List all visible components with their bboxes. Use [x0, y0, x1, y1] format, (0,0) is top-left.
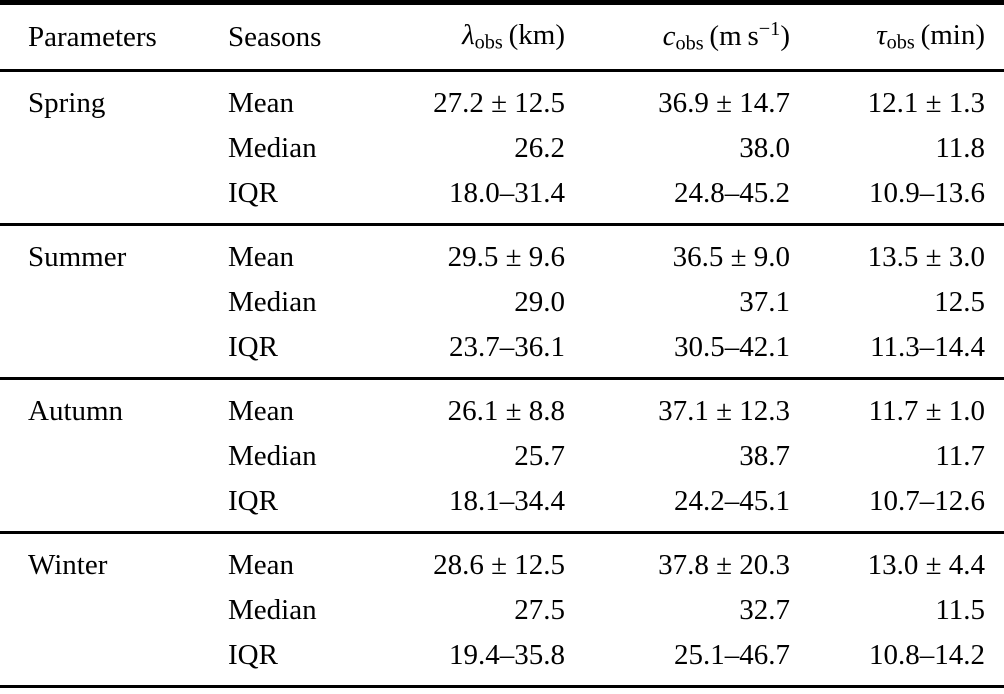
- season-label: Autumn: [28, 395, 124, 427]
- lambda-value: 29.5 ± 9.6: [447, 241, 565, 273]
- stat-label: Median: [228, 132, 317, 164]
- stat-label: Median: [228, 440, 317, 472]
- table-row: IQR 18.1–34.4 24.2–45.1 10.7–12.6: [0, 479, 1004, 524]
- tau-value: 10.8–14.2: [869, 639, 985, 671]
- stat-label: Mean: [228, 549, 295, 581]
- c-unit-exponent: −1: [758, 18, 781, 41]
- c-value: 32.7: [739, 594, 790, 626]
- table-row: IQR 19.4–35.8 25.1–46.7 10.8–14.2: [0, 633, 1004, 678]
- tau-value: 11.7 ± 1.0: [868, 395, 985, 427]
- lambda-value: 29.0: [514, 286, 565, 318]
- table-row: Median 27.5 32.7 11.5: [0, 588, 1004, 633]
- c-value: 38.7: [739, 440, 790, 472]
- table-row: Median 25.7 38.7 11.7: [0, 434, 1004, 479]
- stat-label: IQR: [228, 639, 278, 671]
- group-divider-rule: [0, 531, 1004, 534]
- group-divider-rule: [0, 377, 1004, 380]
- tau-value: 13.0 ± 4.4: [867, 549, 985, 581]
- table-row: Autumn Mean 26.1 ± 8.8 37.1 ± 12.3 11.7 …: [0, 389, 1004, 434]
- season-label: Winter: [28, 549, 108, 581]
- c-value: 24.2–45.1: [674, 485, 790, 517]
- table-row: Spring Mean 27.2 ± 12.5 36.9 ± 14.7 12.1…: [0, 81, 1004, 126]
- tau-symbol: τ: [876, 19, 887, 52]
- header-divider-rule: [0, 69, 1004, 72]
- stat-label: IQR: [228, 485, 278, 517]
- c-value: 37.8 ± 20.3: [658, 549, 790, 581]
- col-header-parameters: Parameters: [28, 20, 157, 53]
- col-header-tau-obs: τobs (min): [790, 19, 985, 54]
- lambda-value: 18.1–34.4: [449, 485, 565, 517]
- tau-subscript: obs: [886, 31, 915, 54]
- tau-unit: (min): [920, 19, 985, 52]
- stat-label: Mean: [228, 87, 295, 119]
- season-group-winter: Winter Mean 28.6 ± 12.5 37.8 ± 20.3 13.0…: [0, 534, 1004, 685]
- lambda-value: 27.2 ± 12.5: [433, 87, 565, 119]
- group-divider-rule: [0, 223, 1004, 226]
- season-group-spring: Spring Mean 27.2 ± 12.5 36.9 ± 14.7 12.1…: [0, 72, 1004, 223]
- season-group-summer: Summer Mean 29.5 ± 9.6 36.5 ± 9.0 13.5 ±…: [0, 226, 1004, 377]
- lambda-value: 18.0–31.4: [449, 177, 565, 209]
- stat-label: Mean: [228, 395, 295, 427]
- table-row: Winter Mean 28.6 ± 12.5 37.8 ± 20.3 13.0…: [0, 543, 1004, 588]
- c-unit-close: ): [780, 20, 790, 53]
- tau-value: 10.9–13.6: [869, 177, 985, 209]
- stat-label: IQR: [228, 177, 278, 209]
- tau-value: 10.7–12.6: [869, 485, 985, 517]
- tau-value: 11.5: [935, 594, 985, 626]
- season-group-autumn: Autumn Mean 26.1 ± 8.8 37.1 ± 12.3 11.7 …: [0, 380, 1004, 531]
- c-value: 30.5–42.1: [674, 331, 790, 363]
- c-value: 36.9 ± 14.7: [658, 87, 790, 119]
- lambda-value: 25.7: [514, 440, 565, 472]
- lambda-value: 23.7–36.1: [449, 331, 565, 363]
- table-row: Median 29.0 37.1 12.5: [0, 280, 1004, 325]
- lambda-value: 19.4–35.8: [449, 639, 565, 671]
- table-row: Summer Mean 29.5 ± 9.6 36.5 ± 9.0 13.5 ±…: [0, 235, 1004, 280]
- stat-label: Median: [228, 286, 317, 318]
- lambda-value: 26.2: [514, 132, 565, 164]
- table-top-rule: [0, 0, 1004, 5]
- table-header-row: Parameters Seasons λobs (km) cobs (m s−1) …: [0, 5, 1004, 69]
- col-header-seasons: Seasons: [228, 20, 322, 53]
- c-value: 25.1–46.7: [674, 639, 790, 671]
- table-row: IQR 23.7–36.1 30.5–42.1 11.3–14.4: [0, 325, 1004, 370]
- tau-value: 13.5 ± 3.0: [867, 241, 985, 273]
- c-value: 37.1 ± 12.3: [658, 395, 790, 427]
- lambda-unit: (km): [508, 19, 565, 52]
- tau-value: 12.5: [934, 286, 985, 318]
- lambda-value: 26.1 ± 8.8: [447, 395, 565, 427]
- season-label: Summer: [28, 241, 127, 273]
- c-value: 38.0: [739, 132, 790, 164]
- stat-label: IQR: [228, 331, 278, 363]
- c-symbol: c: [662, 20, 676, 53]
- col-header-c-obs: cobs (m s−1): [565, 18, 790, 56]
- table-bottom-rule: [0, 685, 1004, 688]
- table-row: Median 26.2 38.0 11.8: [0, 126, 1004, 171]
- lambda-value: 27.5: [514, 594, 565, 626]
- lambda-subscript: obs: [474, 31, 503, 54]
- tau-value: 11.8: [935, 132, 985, 164]
- c-unit-open: (m s: [709, 20, 759, 53]
- season-label: Spring: [28, 87, 106, 119]
- c-value: 37.1: [739, 286, 790, 318]
- c-subscript: obs: [675, 32, 704, 55]
- lambda-value: 28.6 ± 12.5: [433, 549, 565, 581]
- tau-value: 12.1 ± 1.3: [867, 87, 985, 119]
- lambda-symbol: λ: [462, 19, 475, 52]
- tau-value: 11.7: [935, 440, 985, 472]
- c-value: 36.5 ± 9.0: [672, 241, 790, 273]
- tau-value: 11.3–14.4: [870, 331, 985, 363]
- c-value: 24.8–45.2: [674, 177, 790, 209]
- col-header-lambda-obs: λobs (km): [403, 19, 565, 54]
- table-row: IQR 18.0–31.4 24.8–45.2 10.9–13.6: [0, 171, 1004, 216]
- stat-label: Median: [228, 594, 317, 626]
- stat-label: Mean: [228, 241, 295, 273]
